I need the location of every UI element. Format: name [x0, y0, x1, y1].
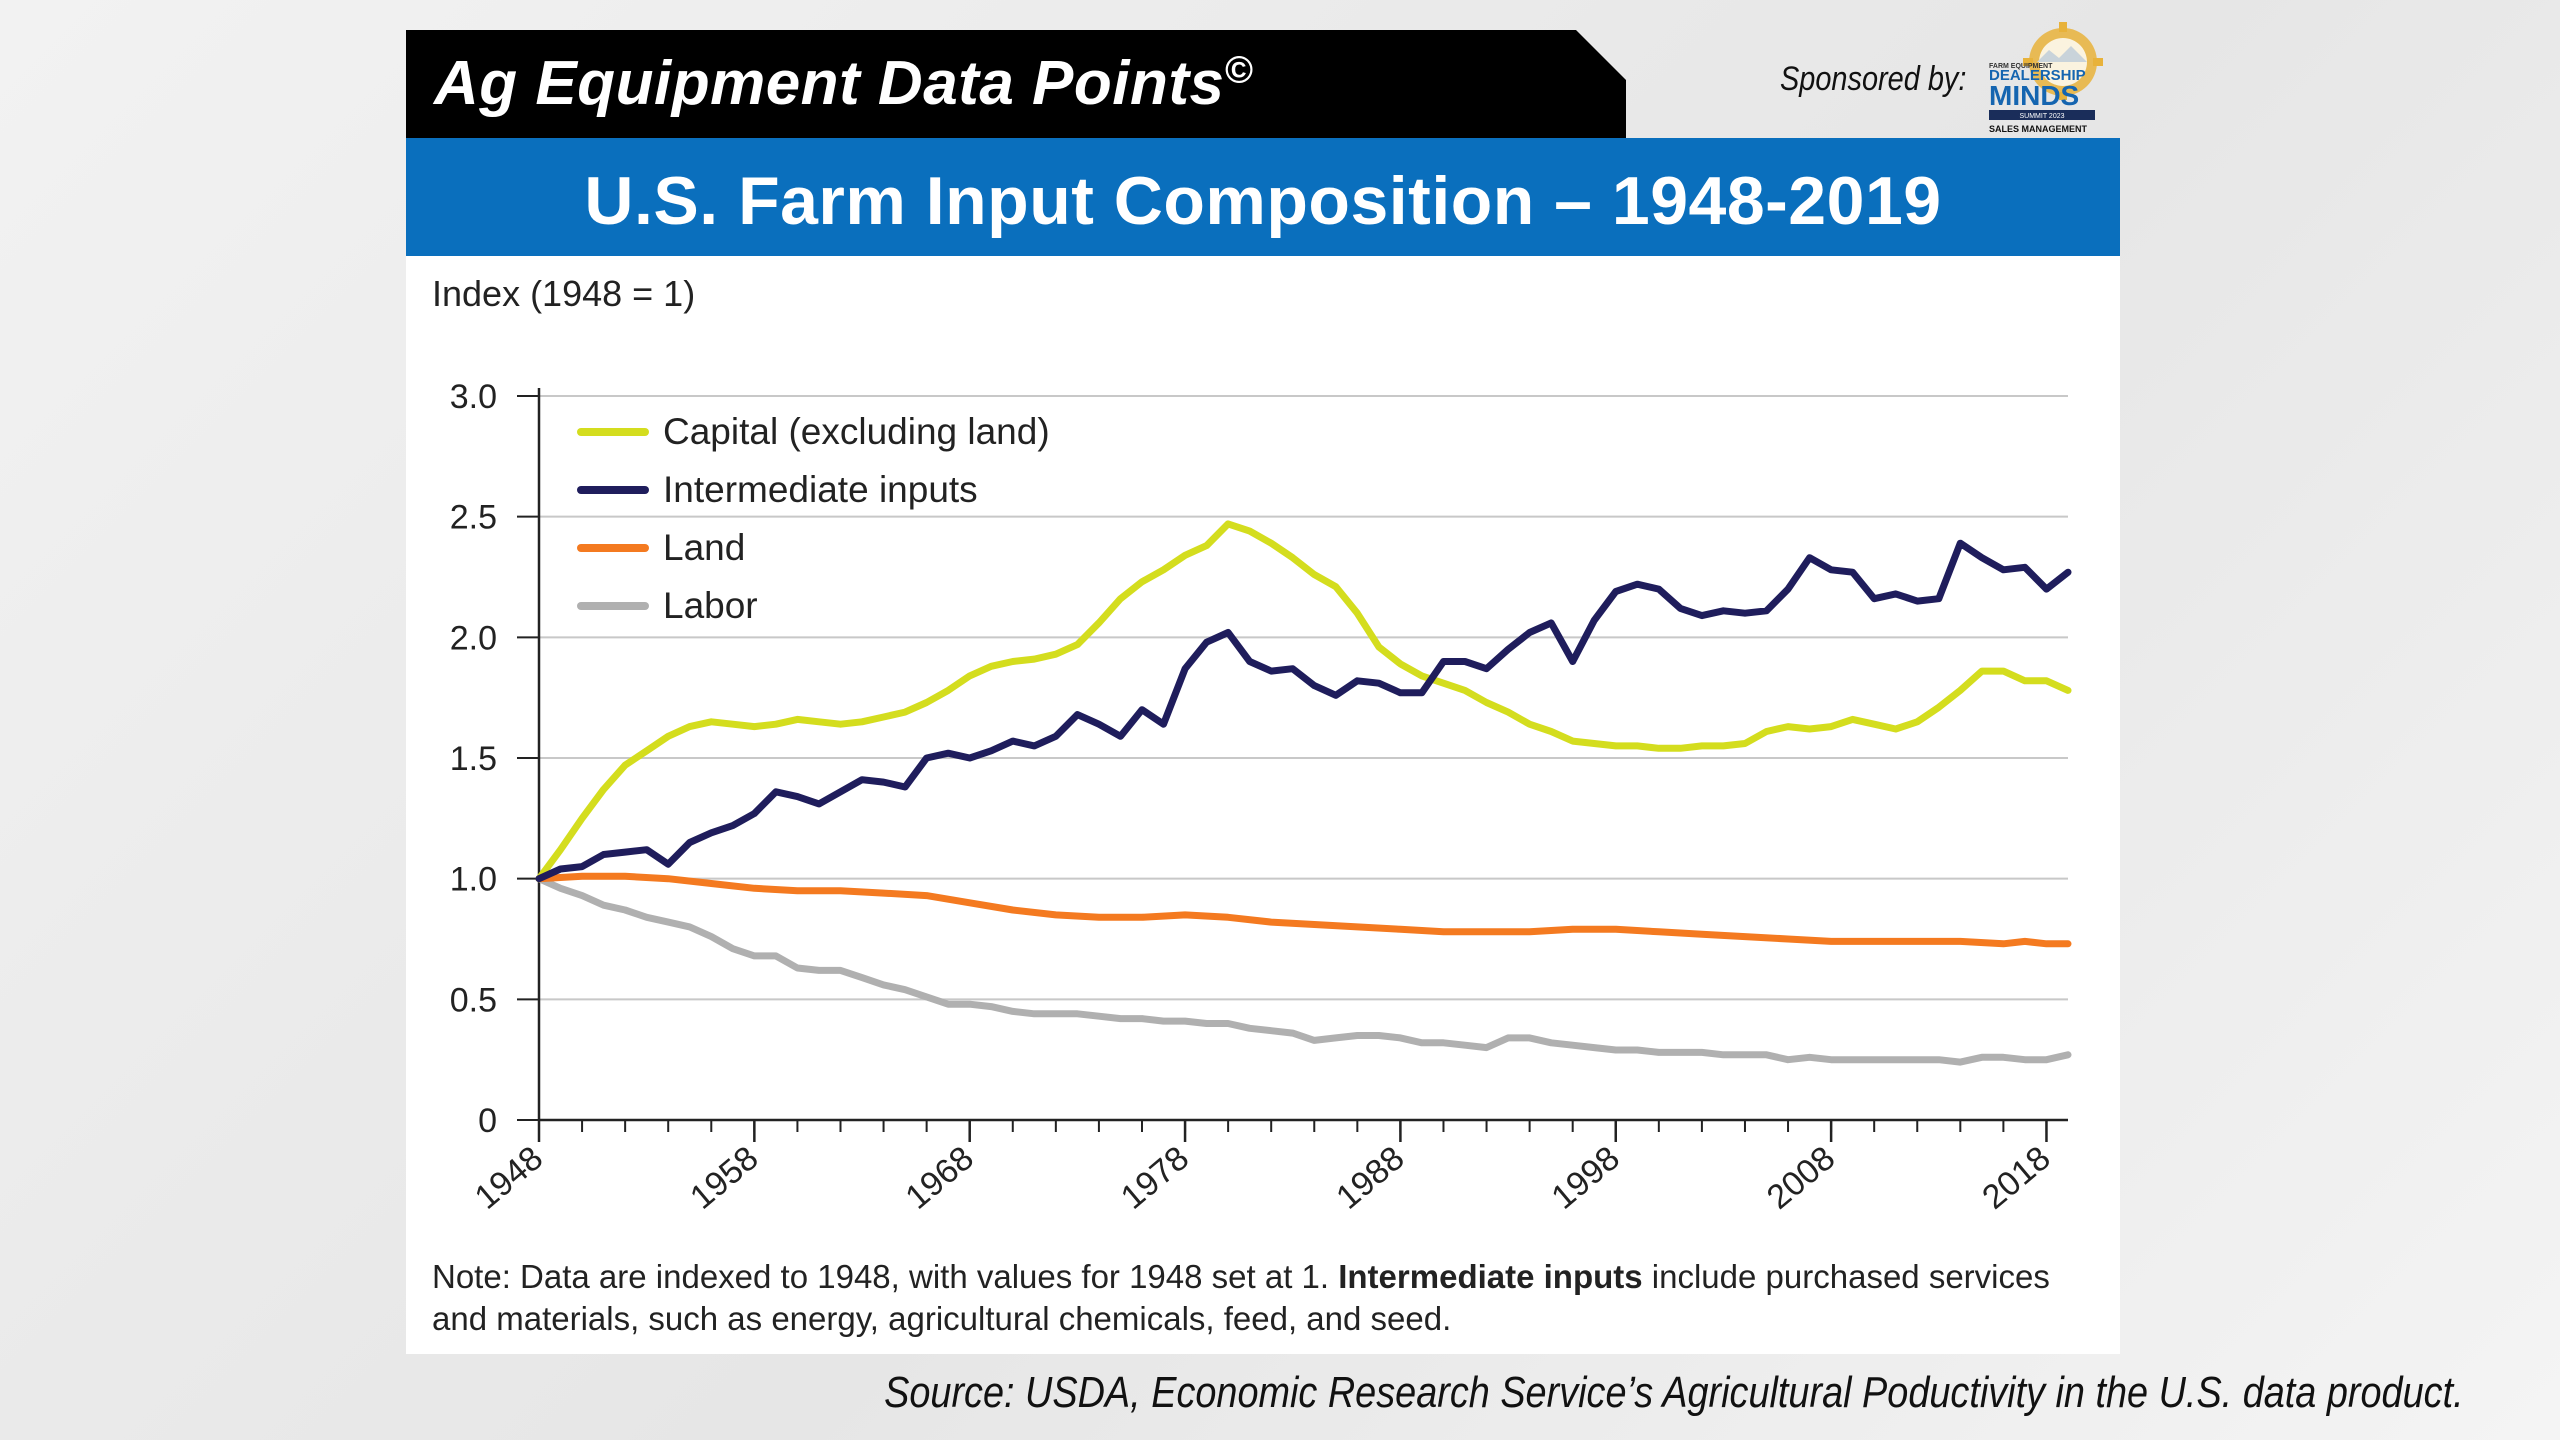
note-bold: Intermediate inputs [1338, 1258, 1643, 1295]
axes: 0 0.5 1.0 1.5 2.0 2.5 3.0 1948 1958 1968 1978 1988 1… [450, 378, 2068, 1217]
gear-bulb-logo-icon: FARM EQUIPMENT DEALERSHIP MINDS SUMMIT 2… [1989, 22, 2103, 134]
y-tick-label: 0.5 [450, 981, 497, 1019]
x-tick-label: 1968 [898, 1139, 980, 1217]
x-tick-label: 1958 [683, 1139, 765, 1217]
title-banner: U.S. Farm Input Composition – 1948-2019 [406, 138, 2120, 256]
note-suffix: include purchased services and materials… [432, 1258, 2050, 1337]
line-chart: Index (1948 = 1) 0 0.5 1.0 1.5 2.0 2.5 3.0 1948… [432, 273, 2072, 1217]
chart-panel: Index (1948 = 1) 0 0.5 1.0 1.5 2.0 2.5 3.0 1948… [406, 256, 2120, 1354]
series-line-land [535, 872, 2072, 948]
logo-line2: DEALERSHIP [1989, 67, 2086, 84]
logo-line3: MINDS [1989, 80, 2079, 111]
footnote: Note: Data are indexed to 1948, with val… [432, 1256, 2072, 1340]
legend-label-land: Land [663, 527, 745, 568]
y-tick-label: 3.0 [450, 378, 497, 416]
series-line-labor [535, 875, 2072, 1066]
legend-label-labor: Labor [663, 585, 758, 626]
x-tick-label: 1978 [1114, 1139, 1196, 1217]
logo-line5: SALES MANAGEMENT [1989, 124, 2088, 134]
logo-line1: FARM EQUIPMENT [1989, 63, 2053, 70]
y-tick-label: 1.5 [450, 740, 497, 778]
legend-label-capital: Capital (excluding land) [663, 411, 1050, 452]
y-tick-label: 2.5 [450, 499, 497, 537]
copyright-mark: © [1224, 49, 1253, 92]
series-line-capital [535, 520, 2072, 883]
sponsor-label: Sponsored by: [1780, 60, 1967, 98]
legend-label-intermediate: Intermediate inputs [663, 469, 978, 510]
note-prefix: Note: Data are indexed to 1948, with val… [432, 1258, 1339, 1295]
y-axis-label: Index (1948 = 1) [432, 273, 695, 314]
y-tick-label: 2.0 [450, 619, 497, 657]
x-tick-label: 1998 [1545, 1139, 1627, 1217]
y-tick-label: 0 [478, 1102, 497, 1140]
x-tick-label: 2008 [1760, 1139, 1842, 1217]
series-lines [535, 520, 2072, 1066]
gridlines [539, 395, 2068, 1001]
logo-line4: SUMMIT 2023 [2020, 113, 2065, 120]
source-text: Source: USDA, Economic Research Service’… [884, 1368, 2464, 1417]
header-title-text: Ag Equipment Data Points [434, 49, 1225, 118]
x-tick-label: 2018 [1975, 1139, 2057, 1217]
series-line-intermediate [535, 539, 2072, 883]
x-tick-label: 1988 [1329, 1139, 1411, 1217]
chart-title: U.S. Farm Input Composition – 1948-2019 [584, 163, 1942, 239]
header-title: Ag Equipment Data Points© [434, 48, 1253, 119]
y-tick-label: 1.0 [450, 861, 497, 899]
header-bar: Ag Equipment Data Points© [406, 30, 1626, 138]
legend: Capital (excluding land) Intermediate inp… [577, 411, 1050, 626]
x-tick-label: 1948 [468, 1139, 550, 1217]
